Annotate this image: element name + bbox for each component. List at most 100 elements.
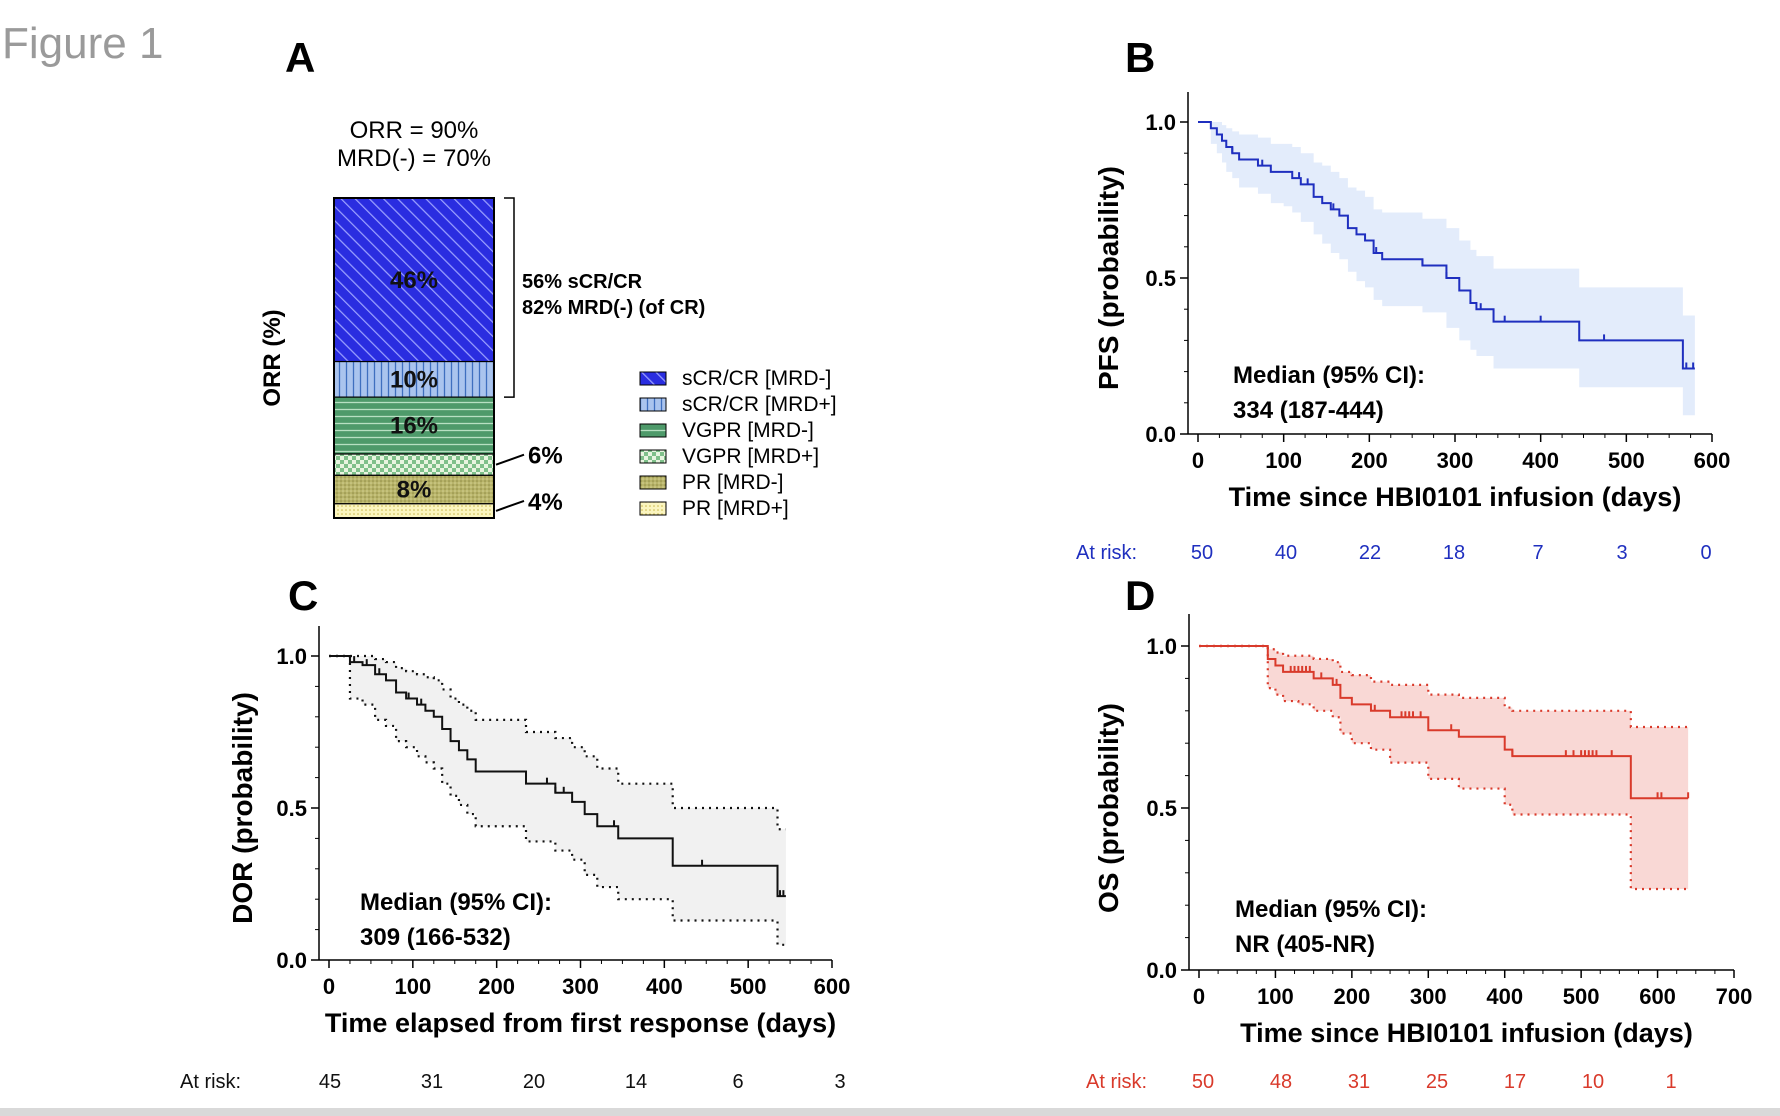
panel-c-dor-curve: 0.0 0.5 1.0 0 100 200 300 400 500 600 Time elapsed… <box>180 626 850 1093</box>
y-tick-label: 0.5 <box>276 796 307 821</box>
cr-annotation-line-2: 82% MRD(-) (of CR) <box>522 297 705 319</box>
at-risk-count: 25 <box>1426 1071 1448 1093</box>
at-risk-count: 50 <box>1192 1071 1214 1093</box>
at-risk-count: 31 <box>1348 1071 1370 1093</box>
survival-curve <box>1199 645 1689 800</box>
legend-label-4: VGPR [MRD+] <box>682 445 819 468</box>
legend-label-1: sCR/CR [MRD-] <box>682 367 831 390</box>
x-tick-label: 500 <box>1608 448 1645 473</box>
at-risk-count: 7 <box>1532 542 1543 564</box>
median-label: Median (95% CI): <box>1235 896 1427 923</box>
median-value: 309 (166-532) <box>360 924 511 951</box>
at-risk-count: 3 <box>834 1071 845 1093</box>
bar-segment-6 <box>333 503 495 519</box>
legend-label-3: VGPR [MRD-] <box>682 419 814 442</box>
ci-band <box>1199 646 1689 889</box>
cr-bracket <box>504 197 515 398</box>
x-tick-label: 100 <box>1257 984 1294 1009</box>
at-risk-count: 6 <box>732 1071 743 1093</box>
panel-c-letter: C <box>288 572 318 619</box>
y-tick-label: 0.5 <box>1145 266 1176 291</box>
x-tick-label: 600 <box>1694 448 1731 473</box>
at-risk-count: 40 <box>1275 542 1297 564</box>
x-axis-label: Time since HBI0101 infusion (days) <box>1229 482 1682 512</box>
x-tick-label: 400 <box>1486 984 1523 1009</box>
at-risk-count: 20 <box>523 1071 545 1093</box>
median-value: 334 (187-444) <box>1233 397 1384 424</box>
median-label: Median (95% CI): <box>1233 362 1425 389</box>
x-tick-label: 100 <box>1265 448 1302 473</box>
segment-leader-6 <box>495 499 525 512</box>
ci-lower-line <box>1199 644 1689 891</box>
legend-label-2: sCR/CR [MRD+] <box>682 393 837 416</box>
x-tick-label: 500 <box>730 974 767 999</box>
at-risk-label: At risk: <box>1076 542 1137 564</box>
x-tick-label: 300 <box>1437 448 1474 473</box>
x-tick-label: 200 <box>1351 448 1388 473</box>
y-tick-label: 1.0 <box>1146 634 1177 659</box>
x-tick-label: 200 <box>478 974 515 999</box>
legend-swatch-3 <box>639 423 667 438</box>
x-tick-label: 400 <box>1522 448 1559 473</box>
footer-bar <box>0 1108 1780 1116</box>
x-axis-label: Time elapsed from first response (days) <box>325 1008 836 1038</box>
cr-annotation-line-1: 56% sCR/CR <box>522 271 643 293</box>
at-risk-count: 50 <box>1191 542 1213 564</box>
survival-curve <box>329 655 786 898</box>
at-risk-count: 48 <box>1270 1071 1292 1093</box>
x-tick-label: 100 <box>394 974 431 999</box>
y-axis-label: OS (probability) <box>1093 703 1124 913</box>
at-risk-label: At risk: <box>180 1071 241 1093</box>
panel-a-title-line-2: MRD(-) = 70% <box>337 145 491 172</box>
y-axis-label: DOR (probability) <box>227 692 258 924</box>
x-tick-label: 0 <box>323 974 335 999</box>
bar-segment-2 <box>333 360 495 398</box>
at-risk-count: 31 <box>421 1071 443 1093</box>
y-tick-label: 1.0 <box>1145 110 1176 135</box>
x-axis-label: Time since HBI0101 infusion (days) <box>1240 1018 1693 1048</box>
at-risk-label: At risk: <box>1086 1071 1147 1093</box>
panel-a-letter: A <box>285 34 315 81</box>
panel-a-stacked-bar: ORR = 90%MRD(-) = 70% ORR (%) 46% 10% 16% 6% 8… <box>259 117 837 520</box>
panel-a-ylabel: ORR (%) <box>259 309 286 406</box>
at-risk-count: 14 <box>625 1071 647 1093</box>
median-value: NR (405-NR) <box>1235 931 1375 958</box>
x-tick-label: 500 <box>1563 984 1600 1009</box>
ci-lower-line <box>329 654 786 946</box>
y-tick-label: 1.0 <box>276 644 307 669</box>
figure-label: Figure 1 <box>2 19 163 68</box>
segment-leader-4 <box>495 453 525 466</box>
at-risk-count: 17 <box>1504 1071 1526 1093</box>
x-tick-label: 200 <box>1333 984 1370 1009</box>
legend-swatch-4 <box>639 449 667 464</box>
at-risk-count: 3 <box>1616 542 1627 564</box>
median-label: Median (95% CI): <box>360 889 552 916</box>
x-tick-label: 700 <box>1716 984 1753 1009</box>
y-tick-label: 0.0 <box>276 948 307 973</box>
at-risk-count: 10 <box>1582 1071 1604 1093</box>
at-risk-count: 0 <box>1700 542 1711 564</box>
legend-swatch-2 <box>639 397 667 412</box>
segment-label-5: 8% <box>397 477 432 504</box>
legend-swatch-1 <box>639 371 667 386</box>
segment-label-3: 16% <box>390 413 438 440</box>
x-tick-label: 0 <box>1193 984 1205 1009</box>
bar-segment-3 <box>333 396 495 455</box>
bar-outline <box>333 197 495 519</box>
panel-a-title-line-1: ORR = 90% <box>350 117 479 144</box>
legend-swatch-6 <box>639 501 667 516</box>
at-risk-count: 45 <box>319 1071 341 1093</box>
panel-d-os-curve: 0.0 0.5 1.0 0 100 200 300 400 500 600 700 Time sinc… <box>1086 614 1752 1093</box>
bar-segment-1 <box>333 197 495 363</box>
x-tick-label: 300 <box>562 974 599 999</box>
bar-segment-4 <box>333 453 495 476</box>
panel-d-letter: D <box>1125 572 1155 619</box>
at-risk-count: 18 <box>1443 542 1465 564</box>
at-risk-count: 1 <box>1665 1071 1676 1093</box>
legend-swatch-5 <box>639 475 667 490</box>
x-tick-label: 400 <box>646 974 683 999</box>
segment-label-2: 10% <box>390 366 438 393</box>
x-tick-label: 600 <box>1639 984 1676 1009</box>
